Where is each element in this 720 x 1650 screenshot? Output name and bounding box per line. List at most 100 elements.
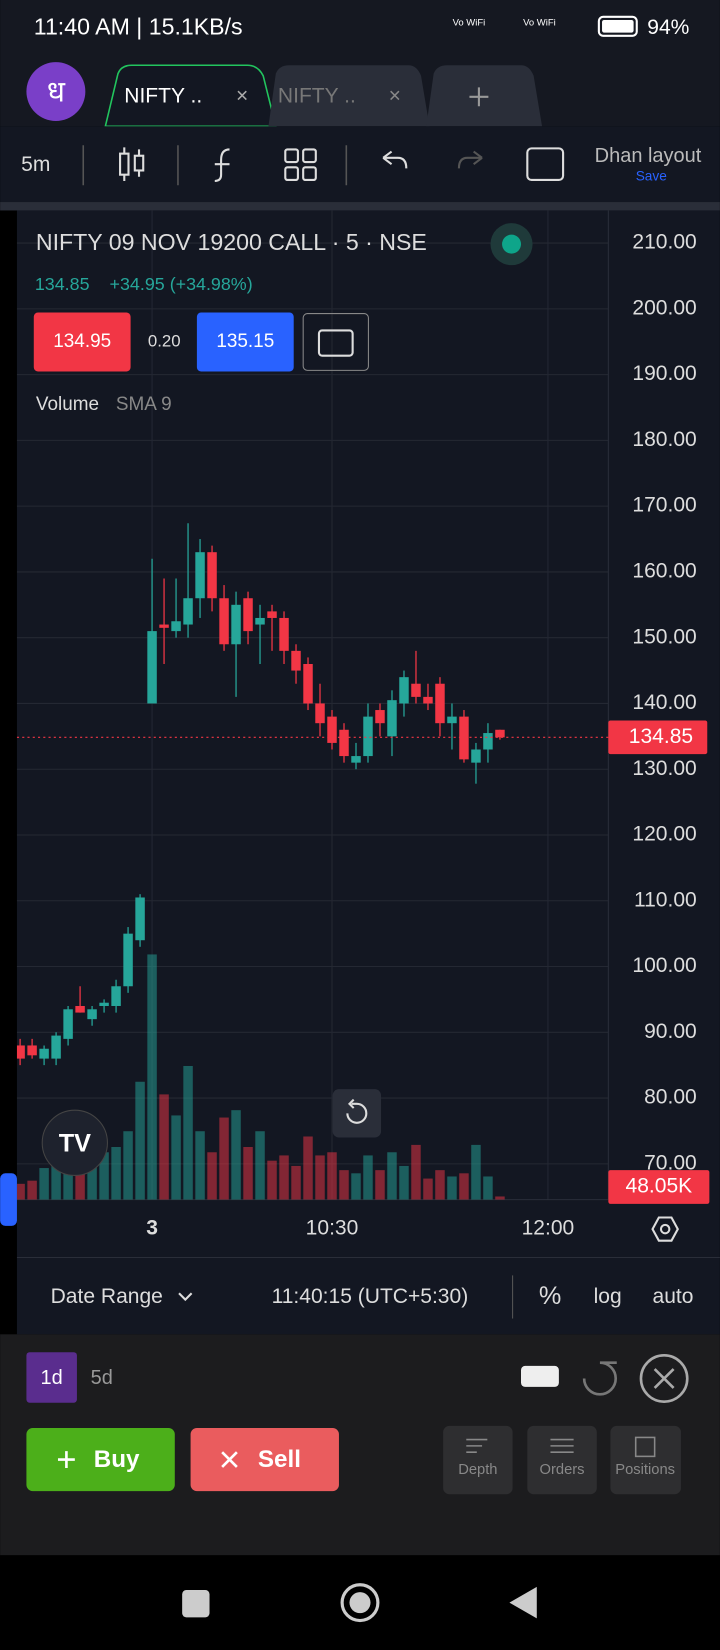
candle-body: [123, 933, 133, 987]
x-tick-label: 3: [146, 1217, 158, 1240]
plus-icon: [57, 1451, 75, 1468]
candle-body: [231, 604, 241, 645]
volume-bar: [483, 1176, 493, 1200]
battery-icon: [597, 15, 638, 37]
volume-bar: [375, 1170, 385, 1200]
nav-home[interactable]: [340, 1583, 380, 1623]
period-label[interactable]: 5d: [91, 1367, 113, 1389]
layout-name[interactable]: Dhan layout: [595, 145, 702, 167]
tab-label: NIFTY ..: [124, 84, 202, 107]
nav-back[interactable]: [509, 1586, 537, 1619]
status-time: 11:40 AM | 15.1KB/s: [34, 14, 243, 40]
sell-button[interactable]: [190, 1427, 339, 1492]
volume-bar: [243, 1147, 253, 1200]
chart: 210.00 200.00 190.00 180.00 170.00 160.00 150.…: [16, 210, 710, 1240]
volume-bar: [16, 1183, 25, 1200]
volume-bar: [351, 1173, 361, 1200]
orders-label: Orders: [540, 1462, 585, 1478]
y-tick-label: 160.00: [632, 559, 696, 582]
tab-close[interactable]: ×: [389, 84, 401, 107]
volume-bar: [51, 1157, 61, 1200]
x-tick-label: 10:30: [306, 1217, 359, 1240]
period-label: 1d: [41, 1367, 63, 1389]
positions-label: Positions: [615, 1462, 675, 1478]
chevron: [178, 1292, 193, 1302]
candle-body: [303, 663, 313, 704]
period-1d[interactable]: [26, 1352, 77, 1403]
status-dot: [502, 234, 522, 254]
candle-body: [111, 986, 121, 1006]
reset-icon: [346, 1098, 368, 1124]
orders-button[interactable]: [527, 1425, 597, 1495]
auto-toggle[interactable]: auto: [653, 1285, 694, 1308]
battery-level: [602, 19, 634, 33]
candle-body: [243, 598, 253, 632]
candle-body: [195, 552, 205, 599]
volume-bar: [327, 1152, 337, 1200]
volume-bar: [231, 1110, 241, 1200]
y-tick-label: 110.00: [634, 888, 697, 911]
candle-body: [291, 650, 301, 671]
interval[interactable]: 5m: [21, 153, 50, 176]
volume-bar: [339, 1170, 349, 1200]
volume-bar: [87, 1147, 97, 1200]
save[interactable]: Save: [636, 168, 667, 183]
last-price-label: 134.85: [629, 725, 693, 748]
candle-body: [27, 1045, 37, 1056]
reset-button[interactable]: [332, 1089, 382, 1138]
candle-body: [327, 716, 337, 743]
spread: 0.20: [148, 331, 181, 350]
candle-body: [399, 677, 409, 704]
side-tab[interactable]: [0, 1173, 17, 1226]
last-price-box: [608, 720, 708, 755]
close-icon[interactable]: [639, 1354, 689, 1403]
percent-toggle[interactable]: %: [539, 1282, 561, 1310]
settings-icon[interactable]: [651, 1216, 679, 1242]
bid-button[interactable]: [33, 312, 131, 372]
volume-bar: [99, 1152, 109, 1200]
y-tick-label: 80.00: [644, 1086, 697, 1109]
y-tick-label: 190.00: [632, 362, 696, 385]
tab-active[interactable]: [104, 64, 277, 128]
tab[interactable]: [268, 65, 430, 127]
candle-body: [171, 621, 181, 632]
volume-bar: [459, 1173, 469, 1200]
volume-bar: [63, 1162, 73, 1200]
nav-home-dot: [349, 1592, 371, 1614]
candle-body: [483, 733, 493, 750]
y-tick-label: 70.00: [644, 1151, 697, 1174]
volume-bar: [399, 1165, 409, 1200]
ask: 135.15: [216, 331, 274, 352]
volume-bar: [219, 1117, 229, 1200]
volume-bar: [207, 1152, 217, 1200]
refresh-icon[interactable]: [582, 1361, 617, 1396]
print-icon[interactable]: [521, 1365, 559, 1387]
date-range[interactable]: Date Range: [51, 1285, 163, 1308]
tab-label: NIFTY ..: [278, 84, 356, 107]
depth-button[interactable]: [443, 1425, 513, 1495]
logo[interactable]: [26, 62, 86, 122]
positions-button[interactable]: [610, 1425, 681, 1495]
candle-body: [255, 617, 265, 625]
buy-button[interactable]: [26, 1427, 175, 1492]
volume-box: [608, 1170, 710, 1204]
log-toggle[interactable]: log: [594, 1285, 622, 1308]
volume-bar: [423, 1178, 433, 1200]
candle-body: [99, 1002, 109, 1006]
tv-logo-mark: TV: [59, 1130, 91, 1158]
tv-logo[interactable]: [41, 1109, 108, 1176]
toolbar-icons: [119, 147, 565, 183]
y-tick-label: 170.00: [632, 494, 696, 517]
nav-recents[interactable]: [182, 1590, 210, 1618]
y-tick-label: 150.00: [632, 625, 696, 648]
tab-close[interactable]: ×: [236, 84, 248, 107]
candle-body: [267, 611, 277, 618]
volume-bar: [255, 1131, 265, 1200]
candle-body: [471, 749, 481, 763]
candle-body: [207, 552, 217, 599]
candle-body: [363, 716, 373, 757]
trade-button[interactable]: [302, 313, 369, 371]
candle-body: [87, 1009, 97, 1020]
divider: [0, 202, 720, 211]
ask-button[interactable]: [196, 312, 294, 372]
